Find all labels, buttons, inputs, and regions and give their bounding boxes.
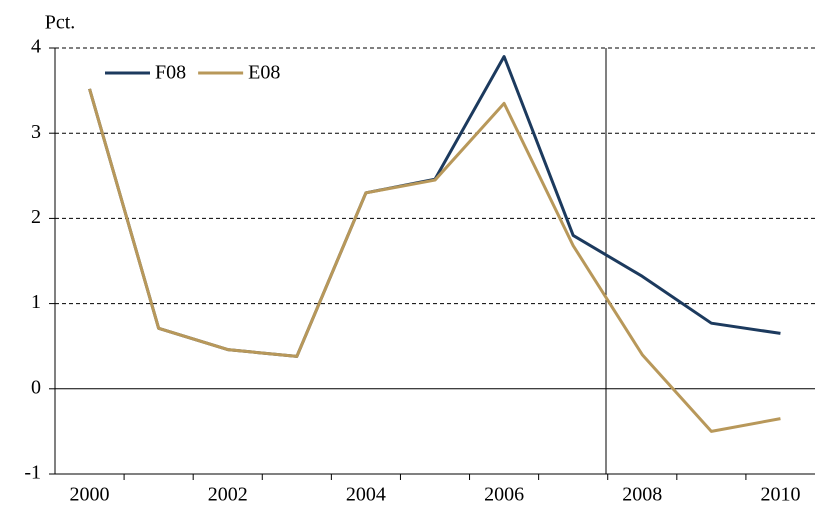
y-tick-label: 1 [31,291,41,313]
x-tick-label: 2000 [70,484,110,506]
y-tick-label: -1 [24,462,41,484]
y-tick-label: 3 [31,121,41,143]
y-unit: Pct. [45,12,76,34]
y-tick-label: 2 [31,206,41,228]
x-tick-label: 2010 [760,484,800,506]
x-tick-label: 2004 [346,484,386,506]
line-series [88,88,781,433]
x-tick-label: 2002 [208,484,248,506]
line-series [88,55,781,358]
x-tick-label: 2008 [622,484,662,506]
y-tick-label: 4 [31,36,41,58]
legend-label: F08 [155,62,186,84]
legend-label: E08 [248,62,280,84]
x-tick-label: 2006 [484,484,524,506]
y-tick-label: 0 [31,376,41,398]
